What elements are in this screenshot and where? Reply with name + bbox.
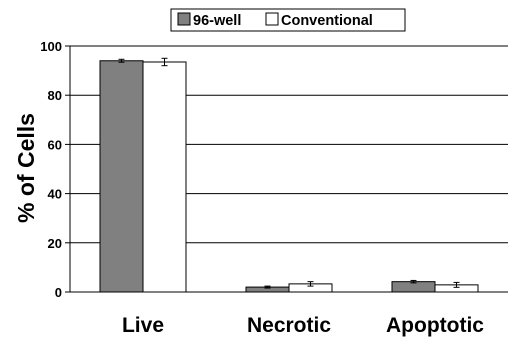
x-category-label-live: Live [122, 314, 164, 337]
bars [99, 60, 479, 293]
x-category-label-necrotic: Necrotic [247, 314, 331, 337]
error-bars [118, 57, 460, 289]
x-category-label-apoptotic: Apoptotic [386, 314, 484, 337]
y-tick-label-100: 100 [40, 39, 62, 54]
y-tick-labels: 0 20 40 60 80 100 [40, 39, 62, 300]
bar-96-well-live [99, 60, 144, 293]
y-tick-label-20: 20 [48, 236, 62, 251]
legend: 96-well Conventional [170, 8, 406, 32]
y-tick-label-0: 0 [55, 285, 62, 300]
x-category-labels: Live Necrotic Apoptotic [122, 314, 484, 337]
y-tick-label-40: 40 [48, 187, 62, 202]
y-axis-label: % of Cells [13, 113, 39, 223]
legend-label-conventional: Conventional [281, 13, 373, 29]
y-tick-label-60: 60 [48, 137, 62, 152]
legend-swatch-conventional [265, 12, 279, 26]
y-tick-label-80: 80 [48, 88, 62, 103]
legend-label-96-well: 96-well [193, 13, 241, 29]
legend-frame [170, 8, 406, 32]
legend-swatch-96-well [177, 12, 191, 26]
bar-conventional-live [142, 61, 187, 293]
axes [65, 45, 508, 293]
